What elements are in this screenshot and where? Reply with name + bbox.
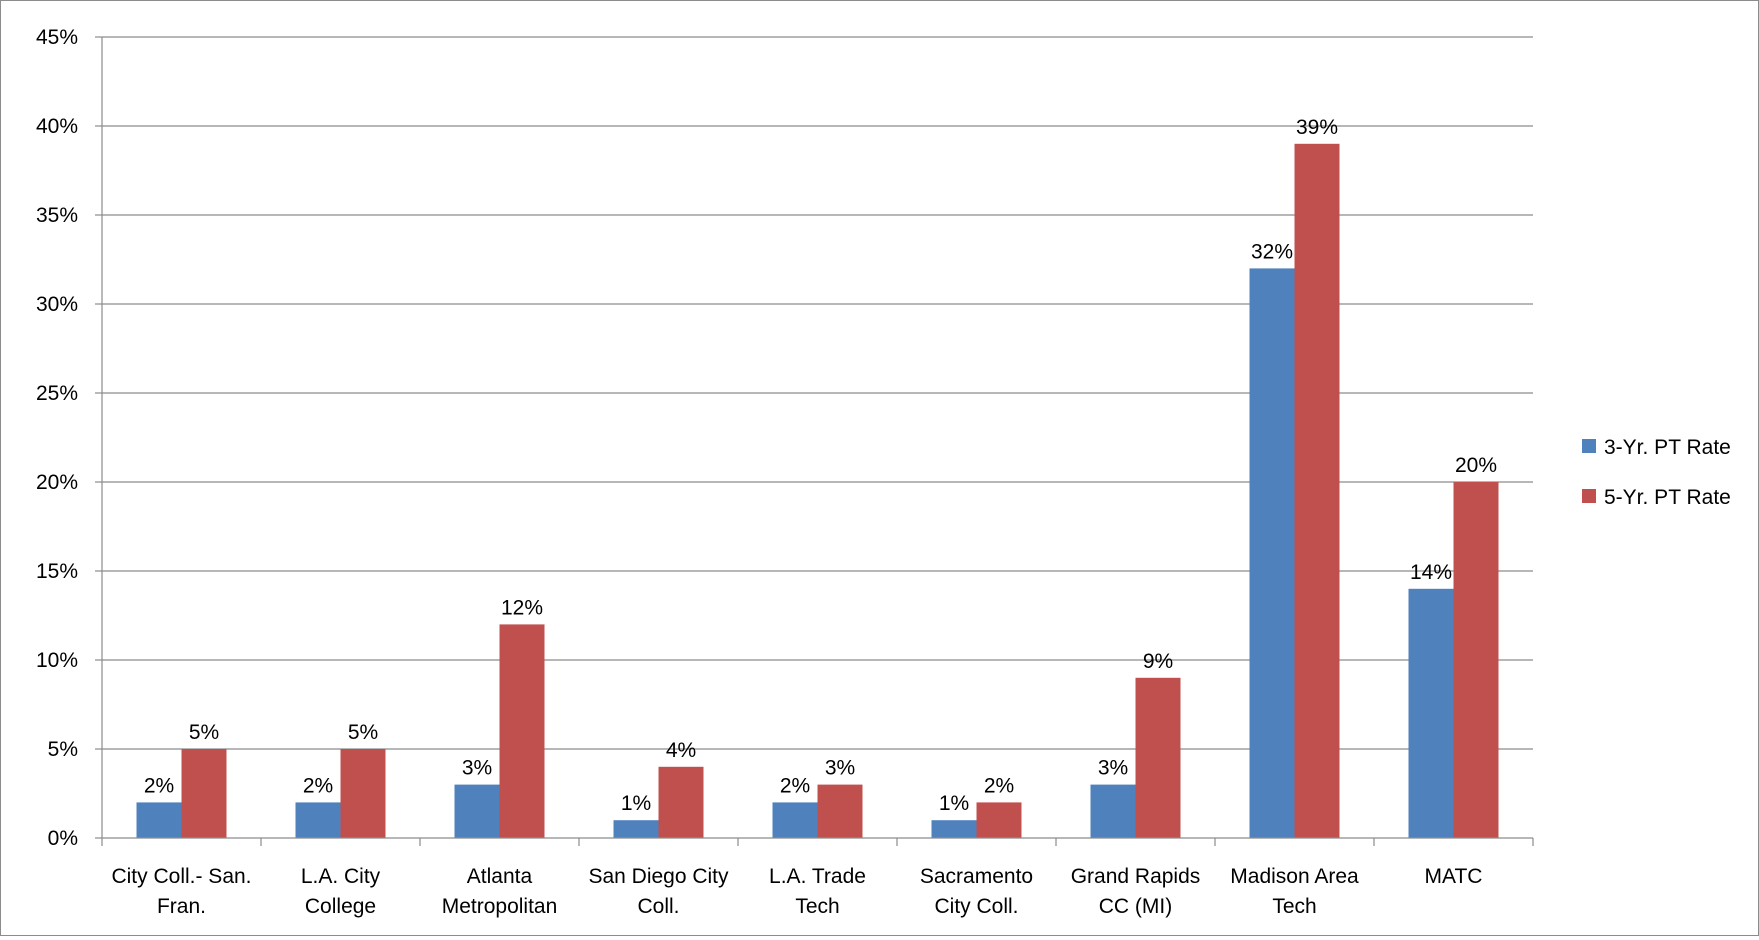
x-category-label: MATC xyxy=(1425,865,1483,888)
y-tick-label: 15% xyxy=(36,560,78,583)
bar-5yr xyxy=(658,766,704,838)
bar-5yr xyxy=(1294,143,1340,839)
x-category-label: Coll. xyxy=(637,895,679,918)
gridlines xyxy=(102,36,1533,750)
data-label: 2% xyxy=(144,774,174,797)
x-category-label: L.A. Trade xyxy=(769,865,866,888)
x-category-label: L.A. City xyxy=(301,865,381,888)
x-category-label: Madison Area xyxy=(1230,865,1359,888)
data-label: 4% xyxy=(666,739,696,762)
x-category-label: City Coll. xyxy=(934,895,1018,918)
data-label: 14% xyxy=(1410,561,1452,584)
x-category-label: College xyxy=(305,895,376,918)
legend-swatch xyxy=(1582,439,1596,453)
x-category-label: Fran. xyxy=(157,895,206,918)
x-category-label: City Coll.- San. xyxy=(111,865,251,888)
data-label: 5% xyxy=(348,721,378,744)
bar-3yr xyxy=(454,784,500,838)
legend-swatch xyxy=(1582,489,1596,503)
bar-3yr xyxy=(1408,588,1454,838)
y-tick-label: 35% xyxy=(36,204,78,227)
data-label: 3% xyxy=(1098,757,1128,780)
data-labels: 2% 5% 2% 5% 3% 12% 1% 4% 2% 3% 1% 2% 3% 9% 32% 39% 14% 20… xyxy=(144,116,1497,815)
data-label: 1% xyxy=(621,792,651,815)
bar-5yr xyxy=(1453,482,1499,838)
bar-3yr xyxy=(295,802,341,838)
data-label: 2% xyxy=(780,774,810,797)
x-category-label: Tech xyxy=(795,895,839,918)
y-tick-label: 0% xyxy=(48,827,78,850)
bar-3yr xyxy=(1249,268,1295,838)
x-category-label: Sacramento xyxy=(920,865,1033,888)
bars xyxy=(136,143,1499,839)
bar-5yr xyxy=(1135,677,1181,838)
data-label: 20% xyxy=(1455,454,1497,477)
bar-3yr xyxy=(1090,784,1136,838)
x-category-label: CC (MI) xyxy=(1099,895,1172,918)
data-label: 5% xyxy=(189,721,219,744)
data-label: 32% xyxy=(1251,240,1293,263)
x-category-label: Tech xyxy=(1272,895,1316,918)
bar-3yr xyxy=(931,820,977,838)
data-label: 2% xyxy=(303,774,333,797)
y-tick-label: 5% xyxy=(48,738,78,761)
y-tick-label: 30% xyxy=(36,293,78,316)
bar-5yr xyxy=(340,749,386,838)
x-category-label: San Diego City xyxy=(588,865,729,888)
bar-5yr xyxy=(181,749,227,838)
bar-3yr xyxy=(772,802,818,838)
data-label: 3% xyxy=(462,757,492,780)
x-category-label: Atlanta xyxy=(467,865,533,888)
y-tick-label: 45% xyxy=(36,26,78,49)
bar-3yr xyxy=(613,820,659,838)
y-tick-label: 25% xyxy=(36,382,78,405)
data-label: 12% xyxy=(501,596,543,619)
bar-5yr xyxy=(976,802,1022,838)
bar-3yr xyxy=(136,802,182,838)
x-category-label: Grand Rapids xyxy=(1071,865,1201,888)
data-label: 39% xyxy=(1296,116,1338,139)
x-category-label: Metropolitan xyxy=(442,895,558,918)
legend: 3-Yr. PT Rate 5-Yr. PT Rate xyxy=(1582,436,1731,509)
y-tick-label: 10% xyxy=(36,649,78,672)
y-tick-label: 40% xyxy=(36,115,78,138)
data-label: 9% xyxy=(1143,650,1173,673)
data-label: 1% xyxy=(939,792,969,815)
bar-5yr xyxy=(499,624,545,838)
legend-label: 5-Yr. PT Rate xyxy=(1604,486,1731,509)
legend-label: 3-Yr. PT Rate xyxy=(1604,436,1731,459)
data-label: 3% xyxy=(825,757,855,780)
bar-5yr xyxy=(817,784,863,838)
data-label: 2% xyxy=(984,774,1014,797)
y-tick-label: 20% xyxy=(36,471,78,494)
axes: 0% 5% 10% 15% 20% 25% 30% 35% 40% 45% City Coll.- … xyxy=(36,26,1534,918)
